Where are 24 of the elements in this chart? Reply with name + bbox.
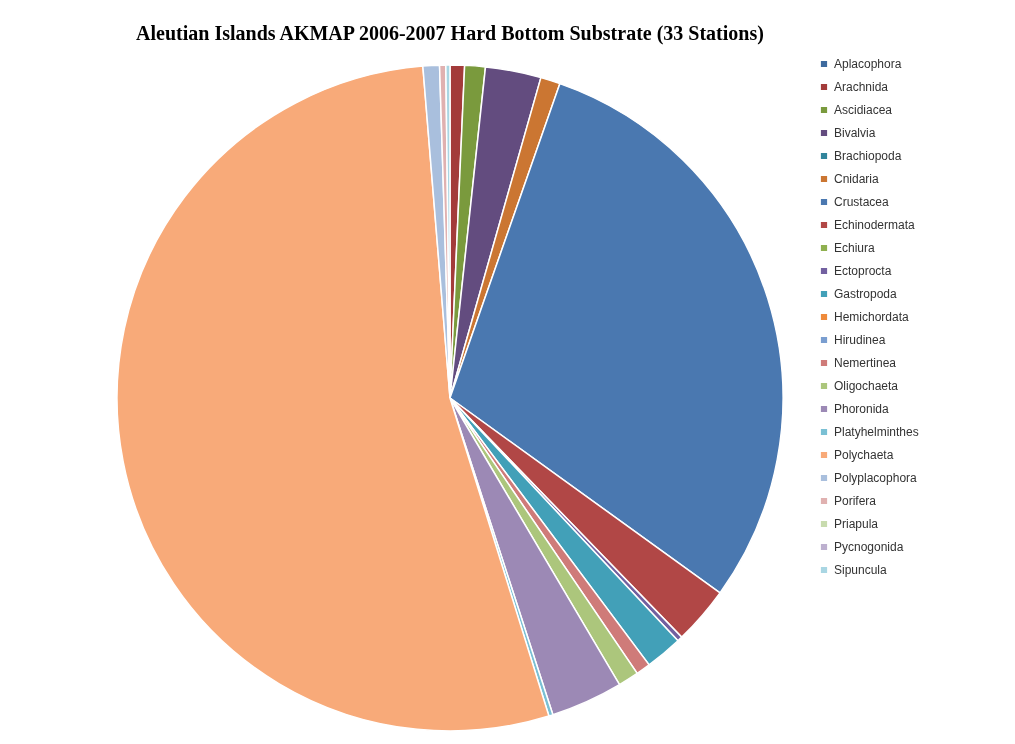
legend-label: Phoronida — [834, 402, 890, 416]
legend-label: Nemertinea — [834, 356, 897, 370]
legend-label: Crustacea — [834, 195, 890, 209]
legend-label: Arachnida — [834, 80, 889, 94]
legend-label: Polychaeta — [834, 448, 894, 462]
legend-label: Bivalvia — [834, 126, 876, 140]
legend-label: Echinodermata — [834, 218, 916, 232]
chart-title: Aleutian Islands AKMAP 2006-2007 Hard Bottom Substrate (33 Stations) — [136, 22, 764, 45]
legend-label: Platyhelminthes — [834, 425, 919, 439]
legend-label: Cnidaria — [834, 172, 880, 186]
legend-label: Hirudinea — [834, 333, 886, 347]
legend-label: Ectoprocta — [834, 264, 892, 278]
legend-label: Priapula — [834, 517, 879, 531]
legend-label: Ascidiacea — [834, 103, 893, 117]
legend-label: Porifera — [834, 494, 877, 508]
legend-label: Gastropoda — [834, 287, 898, 301]
legend-label: Sipuncula — [834, 563, 888, 577]
legend-label: Polyplacophora — [834, 471, 918, 485]
legend-label: Hemichordata — [834, 310, 910, 324]
legend-label: Echiura — [834, 241, 876, 255]
legend-label: Oligochaeta — [834, 379, 899, 393]
legend-label: Pycnogonida — [834, 540, 904, 554]
legend-label: Brachiopoda — [834, 149, 902, 163]
legend-label: Aplacophora — [834, 57, 902, 71]
